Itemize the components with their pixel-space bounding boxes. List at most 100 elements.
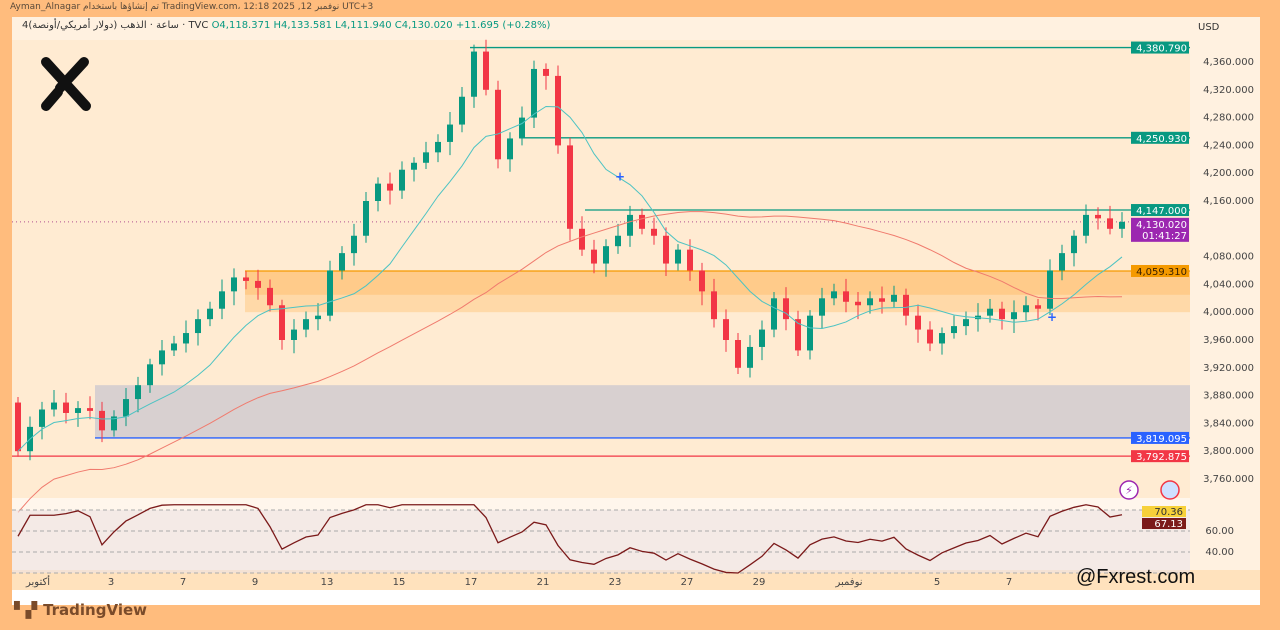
- candle-body: [675, 249, 681, 264]
- level-badge: [1131, 450, 1189, 463]
- candle-body: [663, 235, 669, 264]
- candle-body: [435, 141, 441, 153]
- x-tick-label: 21: [537, 577, 550, 588]
- x-tick-label: نوفمبر: [834, 577, 862, 588]
- chart-attribution: Ayman_Alnagar تم إنشاؤها باستخدام Tradin…: [10, 2, 374, 12]
- candle-body: [1107, 218, 1113, 229]
- level-badge: [1131, 41, 1189, 54]
- level-label: 4,250.930: [1136, 134, 1187, 145]
- rsi-ma-badge: [1142, 506, 1186, 517]
- candle-body: [327, 270, 333, 316]
- y-tick-label: 4,280.000: [1203, 113, 1254, 124]
- candle-body: [951, 326, 957, 334]
- fast-moving-average: [17, 105, 1123, 452]
- high-value: H4,133.581: [273, 20, 332, 31]
- y-tick-label: 4,040.000: [1203, 279, 1254, 290]
- candle-body: [411, 162, 417, 170]
- candle-body: [339, 253, 345, 271]
- tradingview-logo-icon: ▘▞: [14, 601, 38, 619]
- countdown-label: 01:41:27: [1142, 231, 1187, 242]
- tradingview-brand: ▘▞ TradingView: [14, 601, 147, 619]
- x-tick-label: 17: [465, 577, 478, 588]
- candle-body: [1119, 221, 1125, 229]
- candle-body: [399, 169, 405, 191]
- candle-body: [687, 249, 693, 271]
- candle-body: [579, 228, 585, 250]
- candle-body: [87, 408, 93, 411]
- candle-body: [111, 416, 117, 431]
- candle-body: [531, 68, 537, 118]
- level-label: 4,147.000: [1136, 206, 1187, 217]
- candle-body: [315, 315, 321, 320]
- candle-body: [591, 249, 597, 264]
- level-badge: [1131, 131, 1189, 144]
- candle-body: [819, 298, 825, 316]
- candle-body: [51, 402, 57, 410]
- candle-body: [387, 183, 393, 191]
- cross-marker-icon: +: [615, 170, 625, 184]
- y-tick-label: 4,080.000: [1203, 252, 1254, 263]
- candle-body: [219, 291, 225, 309]
- zone: [245, 270, 1190, 295]
- candle-body: [255, 280, 261, 288]
- candle-body: [171, 343, 177, 351]
- y-tick-label: 3,760.000: [1203, 474, 1254, 485]
- x-tick-label: 29: [753, 577, 766, 588]
- us-flag-icon: [1160, 480, 1180, 500]
- currency-label[interactable]: USD: [1198, 22, 1220, 33]
- x-tick-label: 7: [1006, 577, 1012, 588]
- candle-body: [723, 319, 729, 340]
- candle-body: [639, 214, 645, 229]
- lightning-icon: [1119, 480, 1139, 500]
- candle-body: [711, 291, 717, 320]
- candle-body: [867, 298, 873, 306]
- y-tick-label: 3,920.000: [1203, 363, 1254, 374]
- slow-moving-average: [17, 211, 1123, 513]
- zone: [95, 385, 1190, 438]
- candle-body: [483, 51, 489, 90]
- x-tick-label: 9: [252, 577, 258, 588]
- y-tick-label: 3,880.000: [1203, 391, 1254, 402]
- rsi-ma-label: 70.36: [1154, 507, 1183, 518]
- rsi-band: [12, 510, 1190, 573]
- candle-body: [99, 410, 105, 431]
- candle-body: [807, 315, 813, 351]
- x-tick-label: 15: [393, 577, 406, 588]
- y-tick-label: 4,200.000: [1203, 168, 1254, 179]
- x-tick-label: 13: [321, 577, 334, 588]
- candle-body: [267, 287, 273, 306]
- symbol-name: 4ساعة · الذهب (دولار أمريكي/أونصة) · TVC: [22, 20, 209, 31]
- candle-body: [603, 246, 609, 264]
- rsi-tick-label: 60.00: [1205, 526, 1234, 537]
- candle-body: [1035, 305, 1041, 309]
- candle-body: [195, 319, 201, 334]
- candle-body: [159, 350, 165, 365]
- rsi-badge: [1142, 518, 1186, 529]
- rsi-tick-label: 40.00: [1205, 547, 1234, 558]
- low-value: L4,111.940: [335, 20, 392, 31]
- candle-body: [651, 228, 657, 236]
- candle-body: [471, 51, 477, 97]
- candle-body: [495, 89, 501, 160]
- candle-body: [147, 364, 153, 386]
- candle-body: [927, 329, 933, 344]
- y-tick-label: 4,000.000: [1203, 307, 1254, 318]
- candle-body: [891, 294, 897, 302]
- watermark: @Fxrest.com: [1076, 566, 1196, 588]
- candle-body: [1023, 305, 1029, 313]
- x-tick-label: أكتوبر: [25, 575, 50, 588]
- y-tick-label: 3,800.000: [1203, 446, 1254, 457]
- candle-body: [291, 329, 297, 340]
- x-tick-label: 7: [180, 577, 186, 588]
- cross-marker-icon: +: [1047, 310, 1057, 324]
- candle-body: [999, 308, 1005, 320]
- candle-body: [183, 333, 189, 344]
- candle-body: [759, 329, 765, 347]
- candle-body: [207, 308, 213, 320]
- candle-body: [879, 298, 885, 302]
- y-tick-label: 3,960.000: [1203, 335, 1254, 346]
- candle-body: [459, 96, 465, 125]
- y-tick-label: 3,840.000: [1203, 418, 1254, 429]
- x-tick-label: 27: [681, 577, 694, 588]
